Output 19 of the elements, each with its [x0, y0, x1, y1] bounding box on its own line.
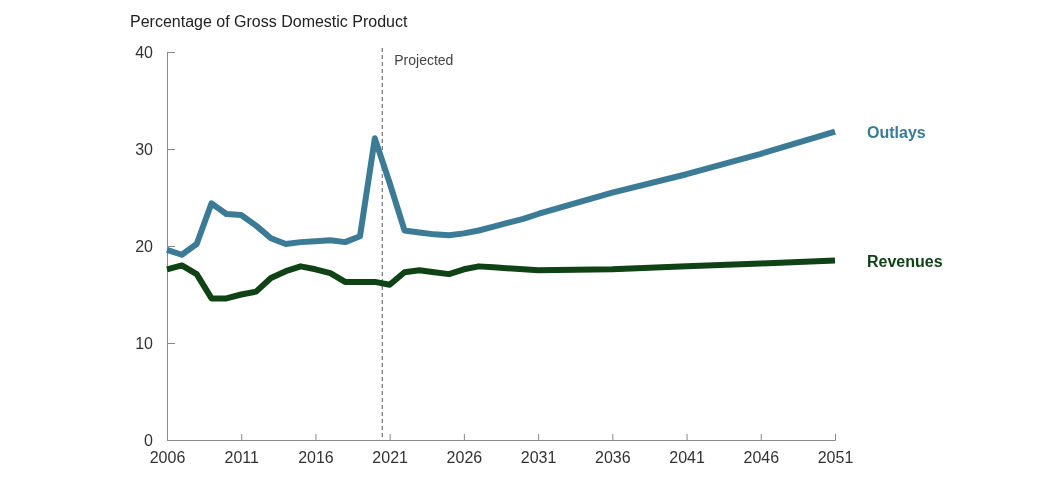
y-tick-label: 20: [135, 237, 154, 255]
x-tick-label: 2046: [743, 449, 780, 467]
x-tick-label: 2026: [446, 449, 483, 467]
ref-line-label: Projected: [394, 52, 454, 68]
y-tick-label: 40: [135, 43, 154, 61]
x-tick-label: 2036: [595, 449, 631, 467]
text: Outlays: [867, 123, 926, 141]
y-tick-label: 10: [135, 334, 154, 352]
x-tick-label: 2006: [149, 449, 186, 467]
y-tick-label: 30: [135, 140, 154, 158]
y-tick-label: 0: [144, 431, 154, 449]
y-axis-title: Percentage of Gross Domestic Product: [130, 13, 409, 30]
x-tick-label: 2011: [224, 449, 260, 467]
x-tick-label: 2016: [298, 449, 334, 467]
x-tick-label: 2031: [520, 449, 557, 467]
text: Revenues: [867, 252, 943, 270]
x-tick-label: 2051: [817, 449, 854, 467]
x-tick-label: 2041: [669, 449, 705, 467]
x-tick-label: 2021: [372, 449, 409, 467]
